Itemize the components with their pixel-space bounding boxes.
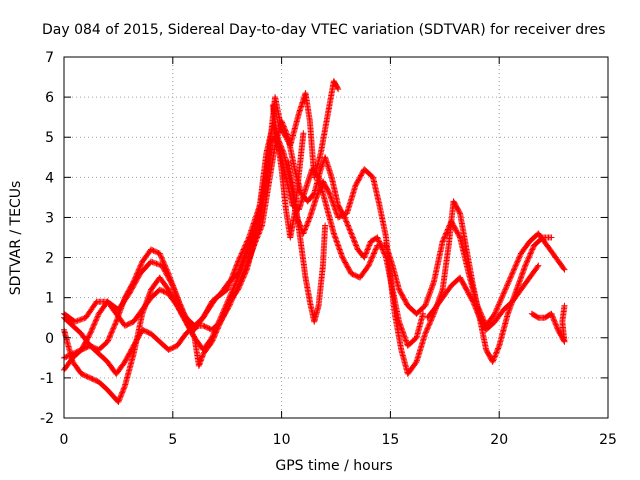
plot-frame — [63, 56, 609, 419]
y-tick-label: 5 — [45, 130, 54, 146]
data-point — [217, 318, 224, 325]
series-track-9 — [528, 302, 568, 345]
series-trail — [529, 304, 568, 344]
x-axis-label: GPS time / hours — [275, 458, 392, 474]
series-trail — [61, 143, 274, 372]
y-tick-label: 0 — [45, 331, 54, 347]
axis-ticks — [63, 56, 609, 419]
series-track-6 — [285, 158, 329, 325]
y-tick-label: -1 — [40, 371, 54, 387]
series-track-7 — [269, 102, 307, 241]
y-tick-label: 3 — [45, 210, 54, 226]
data-point — [509, 270, 516, 277]
series-trail — [285, 159, 328, 324]
y-tick-label: 1 — [45, 291, 54, 307]
data-point — [348, 230, 355, 237]
series-track-5 — [61, 142, 274, 373]
y-tick-label: 4 — [45, 170, 54, 186]
series-track-4 — [61, 118, 427, 377]
x-tick-label: 0 — [60, 432, 69, 448]
x-tick-label: 5 — [168, 432, 177, 448]
data-points — [61, 78, 568, 405]
x-tick-label: 10 — [273, 432, 291, 448]
x-tick-label: 25 — [599, 432, 617, 448]
tick-labels: 0 5 10 15 20 25 -2 -1 0 1 2 3 4 5 6 7 — [40, 50, 617, 448]
y-tick-label: 6 — [45, 90, 54, 106]
data-point — [522, 262, 529, 269]
data-point — [500, 290, 507, 297]
y-tick-label: -2 — [40, 411, 54, 427]
x-tick-label: 20 — [490, 432, 508, 448]
chart-title: Day 084 of 2015, Sidereal Day-to-day VTE… — [42, 22, 605, 38]
y-tick-label: 2 — [45, 251, 54, 267]
y-axis-label: SDTVAR / TECUs — [8, 181, 24, 296]
series-trail — [425, 263, 541, 332]
series-track-8 — [424, 262, 542, 333]
x-tick-label: 15 — [381, 432, 399, 448]
y-tick-label: 7 — [45, 50, 54, 66]
series-trail — [270, 103, 307, 240]
